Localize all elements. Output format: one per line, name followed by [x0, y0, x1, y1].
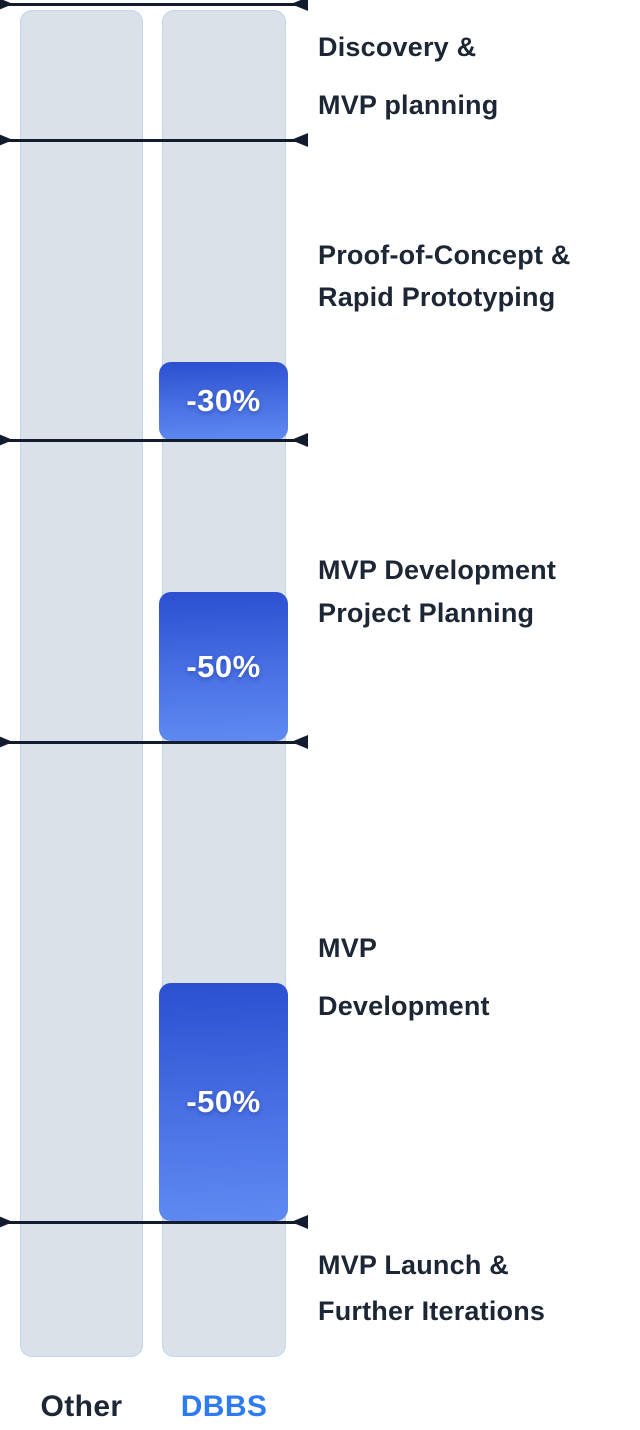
- phase-divider-4: [0, 1214, 308, 1230]
- phase-label-discovery-line1: Discovery &: [318, 32, 477, 62]
- saving-badge-development-label: -50%: [186, 1084, 261, 1119]
- phase-label-poc-line1: Proof-of-Concept &: [318, 240, 571, 270]
- phase-divider-1: [0, 132, 308, 148]
- phase-label-discovery-line2: MVP planning: [318, 90, 499, 120]
- saving-badge-poc: -30%: [159, 362, 288, 440]
- arrowhead-right-icon: [291, 133, 308, 147]
- saving-badge-development: -50%: [159, 983, 288, 1221]
- arrowhead-left-icon: [0, 0, 13, 11]
- arrowhead-right-icon: [291, 0, 308, 11]
- saving-badge-poc-label: -30%: [186, 383, 261, 418]
- arrowhead-right-icon: [291, 735, 308, 749]
- phase-label-launch-line2: Further Iterations: [318, 1296, 546, 1326]
- phase-label-launch-line1: MVP Launch &: [318, 1250, 509, 1280]
- phase-label-development-line2: Development: [318, 991, 490, 1021]
- phase-divider-3: [0, 734, 308, 750]
- arrowhead-right-icon: [291, 1215, 308, 1229]
- divider-rule: [0, 438, 308, 442]
- phase-label-planning-line2: Project Planning: [318, 598, 535, 628]
- phase-label-development-line1: MVP: [318, 933, 378, 963]
- phase-label-planning-line1: MVP Development: [318, 555, 557, 585]
- phase-divider-2: [0, 432, 308, 448]
- divider-rule: [0, 138, 308, 142]
- other-column-bar: [20, 10, 143, 1357]
- phase-label-poc-line2: Rapid Prototyping: [318, 282, 556, 312]
- divider-rule: [0, 1220, 308, 1224]
- other-column-label: Other: [40, 1390, 123, 1423]
- divider-rule: [0, 740, 308, 744]
- arrowhead-right-icon: [291, 433, 308, 447]
- phase-divider-top: [0, 0, 308, 12]
- saving-badge-planning-label: -50%: [186, 648, 261, 684]
- saving-badge-planning: -50%: [159, 592, 288, 741]
- dbbs-column-label: DBBS: [180, 1390, 268, 1423]
- divider-rule: [0, 2, 308, 6]
